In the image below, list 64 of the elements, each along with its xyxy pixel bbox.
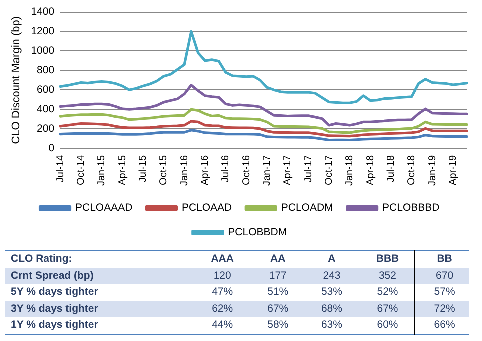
x-tick-label: Jan-15: [96, 154, 108, 186]
text: 62%: [190, 300, 248, 317]
text: BB: [414, 250, 469, 268]
x-tick-label: Jul-14: [55, 155, 66, 183]
text: 67%: [356, 300, 414, 317]
x-tick-label: Oct-16: [241, 154, 252, 186]
x-tick-label: Oct-17: [324, 154, 335, 186]
text: 51%: [266, 285, 290, 300]
y-tick-label: 1200: [31, 26, 55, 38]
text: 66%: [414, 317, 469, 334]
text: 243: [302, 268, 356, 284]
legend-label: PCLOAAAD: [76, 202, 134, 214]
x-tick-label: Apr-15: [117, 154, 128, 186]
text: 60%: [376, 318, 400, 334]
text: CLO Rating:: [10, 252, 74, 268]
text: BBB: [375, 252, 400, 268]
y-tick-label: 800: [37, 64, 55, 77]
text: 670: [414, 268, 469, 284]
text: AAA: [210, 252, 235, 268]
text: Crnt Spread (bp): [5, 268, 191, 284]
x-tick-label: Oct-18: [406, 154, 418, 186]
y-tick-label: 0: [48, 142, 55, 154]
x-tick-label: Jul-16: [220, 155, 232, 183]
text: 52%: [376, 285, 400, 300]
text: 63%: [320, 318, 344, 334]
x-tick-label: Jul-18: [386, 155, 397, 183]
x-tick-label: Jan-16: [179, 154, 190, 186]
y-axis-title: CLO Discount Margin (bp): [10, 16, 23, 144]
text: AA: [270, 252, 287, 268]
x-tick-label: Apr-17: [282, 154, 294, 186]
y-tick-label: 600: [37, 84, 55, 96]
text: 57%: [414, 284, 469, 300]
text: 352: [356, 268, 414, 284]
x-tick-label: Apr-16: [200, 154, 211, 186]
text: 44%: [211, 318, 234, 334]
legend-label: PCLOBBBD: [382, 202, 440, 214]
legend-label: PCLOAAD: [182, 202, 233, 214]
text: 47%: [211, 285, 234, 300]
x-tick-label: Oct-15: [158, 154, 170, 186]
text: 5Y % days tighter: [10, 285, 100, 300]
x-tick-label: Oct-14: [76, 154, 87, 186]
y-tick-label: 200: [37, 122, 55, 135]
x-tick-label: Jul-17: [303, 155, 314, 183]
text: 68%: [302, 300, 356, 317]
text: 72%: [414, 300, 469, 317]
y-tick-label: 1000: [31, 45, 55, 58]
x-tick-label: Jan-17: [262, 154, 273, 186]
text: 53%: [320, 285, 344, 300]
x-tick-label: Apr-19: [448, 154, 459, 186]
text: 1Y % days tighter: [10, 318, 100, 334]
x-tick-label: Apr-18: [365, 154, 376, 186]
text: A: [327, 252, 337, 268]
legend-label: PCLOADM: [281, 202, 334, 214]
text: 58%: [266, 318, 290, 334]
x-tick-label: Jan-19: [427, 154, 438, 186]
text: 120: [190, 268, 248, 284]
text: 67%: [248, 300, 302, 317]
legend-label: PCLOBBDM: [228, 226, 288, 239]
text: 177: [248, 268, 302, 284]
x-tick-label: Jul-15: [138, 155, 149, 183]
text: 3Y % days tighter: [5, 300, 191, 317]
y-tick-label: 1400: [31, 6, 55, 18]
x-tick-label: Jan-18: [344, 154, 356, 186]
y-tick-label: 400: [37, 103, 55, 116]
